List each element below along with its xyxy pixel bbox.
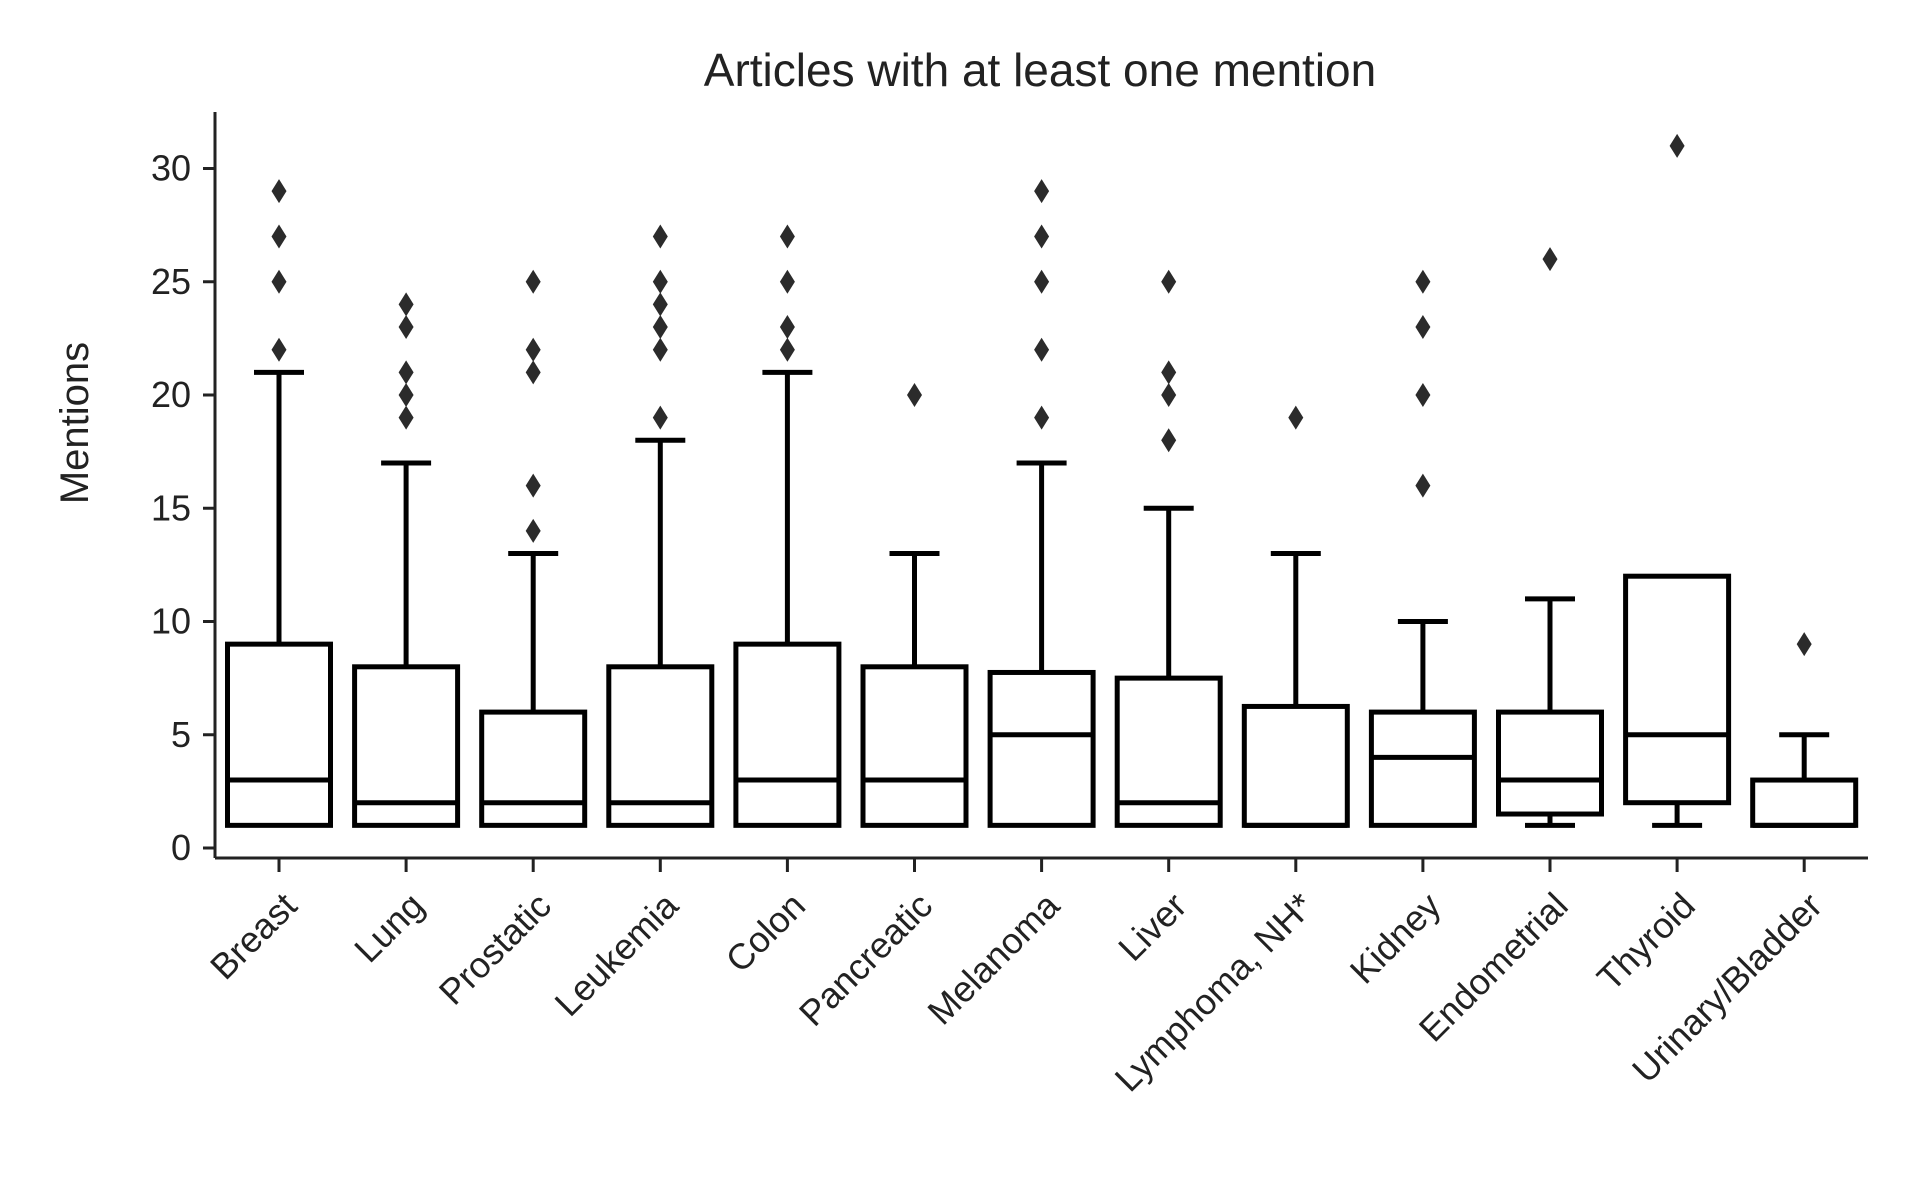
box-3 <box>606 224 715 828</box>
outlier-point <box>1034 179 1050 204</box>
box-iqr <box>1241 703 1350 828</box>
outlier-point <box>1415 315 1431 340</box>
box-11 <box>1623 133 1732 828</box>
box-9 <box>1368 269 1477 828</box>
x-tick-label: Pancreatic <box>791 885 940 1034</box>
box-iqr <box>987 669 1096 828</box>
outlier-point <box>1161 428 1177 453</box>
outlier-point <box>398 405 414 430</box>
box-iqr <box>352 664 461 828</box>
outlier-point <box>525 518 541 543</box>
outlier-point <box>1161 360 1177 385</box>
y-tick-label: 0 <box>171 827 191 868</box>
y-axis-label: Mentions <box>53 342 97 504</box>
outlier-point <box>1415 383 1431 407</box>
box-0 <box>225 179 333 828</box>
box-iqr <box>1750 777 1859 828</box>
box-series <box>225 133 1859 828</box>
box-iqr <box>606 664 715 828</box>
y-tick-label: 5 <box>171 714 191 755</box>
outlier-point <box>779 315 795 340</box>
box-6 <box>987 179 1096 828</box>
outlier-point <box>271 337 287 362</box>
outlier-point <box>398 292 414 317</box>
box-iqr <box>1496 709 1604 817</box>
x-tick-label: Prostatic <box>431 885 559 1013</box>
box-7 <box>1114 269 1223 828</box>
box-iqr <box>479 709 588 828</box>
outlier-point <box>1669 133 1685 158</box>
outlier-point <box>652 405 668 430</box>
outlier-point <box>1796 632 1812 657</box>
outlier-point <box>1161 383 1177 407</box>
outlier-point <box>779 337 795 362</box>
box-iqr <box>1368 709 1477 828</box>
outlier-point <box>1161 269 1177 294</box>
outlier-point <box>652 315 668 340</box>
x-tick-label: Colon <box>718 885 814 981</box>
outlier-point <box>271 179 287 204</box>
outlier-point <box>1415 473 1431 498</box>
outlier-point <box>1542 247 1558 272</box>
outlier-point <box>652 269 668 294</box>
outlier-point <box>271 269 287 294</box>
box-2 <box>479 269 588 828</box>
box-10 <box>1496 247 1604 828</box>
outlier-point <box>525 337 541 362</box>
outlier-point <box>271 224 287 249</box>
outlier-point <box>907 383 922 407</box>
outlier-point <box>779 224 795 249</box>
x-tick-label: Leukemia <box>547 884 687 1024</box>
outlier-point <box>525 360 541 385</box>
x-tick-label: Breast <box>202 885 305 988</box>
outlier-point <box>1034 337 1050 362</box>
box-1 <box>352 292 461 828</box>
y-tick-label: 30 <box>151 148 191 189</box>
box-4 <box>733 224 842 828</box>
outlier-point <box>1034 224 1050 249</box>
outlier-point <box>652 224 668 249</box>
box-iqr <box>733 641 842 828</box>
y-axis-ticks: 0 5 10 15 20 25 30 <box>151 148 215 868</box>
outlier-point <box>398 315 414 340</box>
outlier-point <box>1034 269 1050 294</box>
x-tick-label: Thyroid <box>1589 885 1703 999</box>
outlier-point <box>525 473 541 498</box>
chart-title: Articles with at least one mention <box>704 44 1376 96</box>
y-tick-label: 15 <box>151 487 191 528</box>
outlier-point <box>652 337 668 362</box>
outlier-point <box>1288 405 1304 430</box>
outlier-point <box>652 292 668 317</box>
y-tick-label: 20 <box>151 374 191 415</box>
box-iqr <box>225 641 333 828</box>
box-12 <box>1750 632 1859 828</box>
y-tick-label: 10 <box>151 601 191 642</box>
box-8 <box>1241 405 1350 828</box>
outlier-point <box>525 269 541 294</box>
outlier-point <box>398 360 414 385</box>
x-tick-label: Liver <box>1110 885 1194 969</box>
x-tick-label: Kidney <box>1342 885 1449 992</box>
y-tick-label: 25 <box>151 261 191 302</box>
box-5 <box>860 383 969 828</box>
outlier-point <box>779 269 795 294</box>
outlier-point <box>1034 405 1050 430</box>
x-tick-label: Lung <box>346 885 432 971</box>
outlier-point <box>1415 269 1431 294</box>
box-iqr <box>860 664 969 828</box>
box-iqr <box>1623 573 1732 806</box>
outlier-point <box>398 383 414 407</box>
x-tick-label: Melanoma <box>919 884 1068 1033</box>
